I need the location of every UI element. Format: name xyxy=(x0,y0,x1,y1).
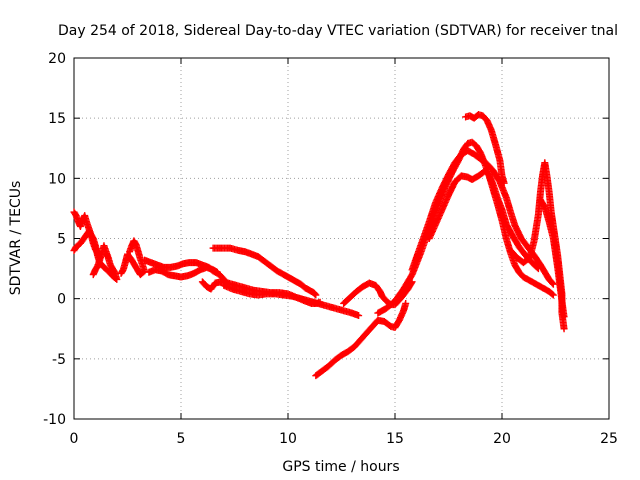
data-point xyxy=(118,268,126,276)
data-point xyxy=(548,290,556,298)
data-point xyxy=(89,271,97,279)
data-point xyxy=(549,291,557,299)
x-tick-label: 10 xyxy=(279,431,297,447)
data-point xyxy=(534,265,542,273)
x-tick-label: 5 xyxy=(177,431,186,447)
y-tick-label: -10 xyxy=(43,412,66,428)
y-tick-label: -5 xyxy=(52,352,66,368)
x-tick-label: 0 xyxy=(70,431,79,447)
data-point xyxy=(560,313,568,321)
data-point xyxy=(311,290,319,298)
series-arc-e xyxy=(145,263,221,281)
data-point xyxy=(549,280,557,288)
data-marks xyxy=(70,111,568,380)
y-tick-label: 5 xyxy=(57,232,66,248)
chart-title: Day 254 of 2018, Sidereal Day-to-day VTE… xyxy=(58,23,618,39)
series-arc-b xyxy=(70,227,121,283)
data-point xyxy=(549,279,557,287)
series-arc-c xyxy=(117,237,149,279)
data-point xyxy=(533,264,541,272)
data-point xyxy=(560,325,568,333)
series-arc-m xyxy=(425,167,542,273)
y-tick-label: 0 xyxy=(57,292,66,308)
x-tick-label: 25 xyxy=(600,431,618,447)
series-arc-h xyxy=(220,281,363,320)
data-point xyxy=(117,269,125,277)
data-point xyxy=(310,289,318,297)
data-point xyxy=(355,312,363,320)
series-arc-n xyxy=(462,111,508,187)
x-axis-label: GPS time / hours xyxy=(282,459,399,475)
data-point xyxy=(402,299,410,307)
grid xyxy=(74,58,609,419)
series-arc-l xyxy=(408,147,557,288)
y-tick-label: 15 xyxy=(48,111,66,127)
series-arc-k xyxy=(374,138,557,317)
data-point xyxy=(312,291,320,299)
series-arc-i xyxy=(312,299,410,380)
data-point xyxy=(500,179,508,187)
y-tick-label: 10 xyxy=(48,171,66,187)
y-tick-label: 20 xyxy=(48,51,66,67)
x-tick-label: 15 xyxy=(386,431,404,447)
axis-ticks: 0 5 10 15 20 25 -10 -5 0 5 10 15 20 xyxy=(43,51,618,447)
x-tick-label: 20 xyxy=(493,431,511,447)
series-arc-g xyxy=(209,244,320,299)
data-point xyxy=(213,268,221,276)
y-axis-label: SDTVAR / TECUs xyxy=(8,181,24,296)
series-arc-p xyxy=(537,196,568,321)
